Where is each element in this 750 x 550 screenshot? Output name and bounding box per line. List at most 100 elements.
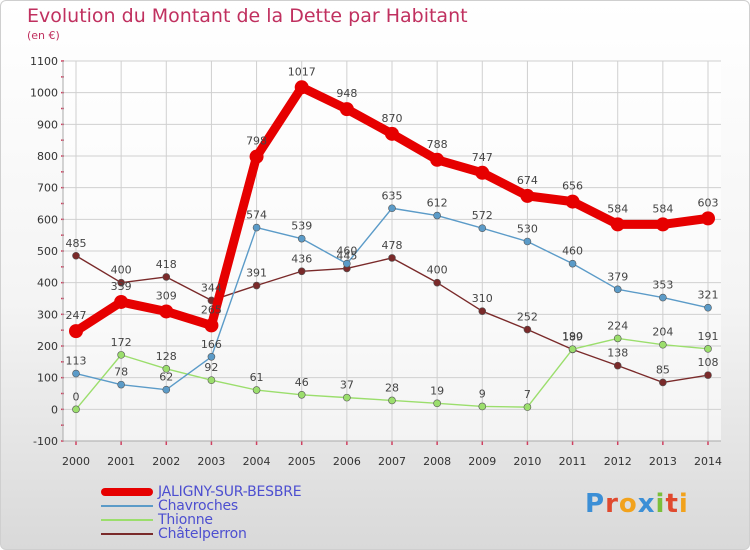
- x-tick-label: 2008: [423, 455, 451, 468]
- data-point: [207, 352, 216, 361]
- legend-label: Thionne: [158, 512, 213, 528]
- data-point: [162, 364, 171, 373]
- y-tick-label: 600: [37, 213, 58, 226]
- data-point: [565, 194, 580, 209]
- data-label: 445: [336, 249, 357, 262]
- x-tick-label: 2005: [288, 455, 316, 468]
- data-label: 19: [430, 384, 444, 397]
- data-label: 0: [73, 390, 80, 403]
- data-label: 603: [698, 196, 719, 209]
- x-tick-label: 2002: [152, 455, 180, 468]
- legend-item-chavroches: Chavroches: [101, 498, 301, 514]
- chart-title: Evolution du Montant de la Dette par Hab…: [27, 5, 468, 27]
- data-label: 436: [291, 252, 312, 265]
- data-label: 113: [66, 355, 87, 368]
- data-point: [433, 278, 441, 287]
- data-point: [72, 405, 80, 414]
- data-point: [433, 211, 441, 220]
- data-point: [117, 380, 125, 389]
- data-point: [249, 149, 264, 164]
- data-label: 9: [479, 387, 486, 400]
- data-point: [613, 334, 622, 343]
- x-tick-label: 2013: [649, 455, 677, 468]
- data-point: [655, 217, 670, 232]
- data-point: [388, 254, 396, 262]
- data-label: 265: [201, 303, 222, 316]
- data-label: 128: [156, 350, 177, 363]
- data-point: [704, 371, 712, 379]
- data-point: [388, 204, 396, 213]
- data-label: 344: [201, 281, 222, 294]
- data-label: 798: [246, 135, 267, 148]
- x-tick-label: 2000: [62, 455, 90, 468]
- data-label: 252: [517, 311, 538, 324]
- data-label: 478: [382, 239, 403, 252]
- data-label: 224: [607, 319, 628, 332]
- data-point: [252, 223, 261, 232]
- data-label: 190: [562, 330, 583, 343]
- x-tick-label: 2001: [107, 455, 135, 468]
- data-label: 321: [698, 289, 719, 302]
- data-point: [523, 403, 532, 411]
- data-point: [659, 293, 667, 302]
- x-tick-label: 2010: [513, 455, 541, 468]
- data-point: [701, 211, 715, 226]
- y-tick-label: 900: [37, 118, 58, 131]
- data-point: [568, 345, 577, 353]
- data-label: 418: [156, 258, 177, 271]
- y-tick-label: 800: [37, 150, 58, 163]
- data-label: 584: [652, 202, 673, 215]
- data-label: 870: [382, 112, 403, 125]
- proxiti-logo: Proxiti: [585, 489, 689, 519]
- data-label: 574: [246, 209, 267, 222]
- data-label: 391: [246, 267, 267, 280]
- data-label: 46: [295, 376, 309, 389]
- data-point: [478, 224, 487, 232]
- data-point: [339, 102, 354, 117]
- data-point: [520, 188, 535, 203]
- data-label: 747: [472, 151, 493, 164]
- chart-unit: (en €): [27, 29, 60, 42]
- data-label: 166: [201, 338, 222, 351]
- data-point: [162, 273, 171, 281]
- legend-label: Châtelperron: [158, 526, 247, 542]
- data-point: [659, 340, 667, 349]
- data-label: 309: [156, 289, 177, 302]
- data-point: [252, 281, 261, 290]
- legend-label: JALIGNY-SUR-BESBRE: [158, 484, 302, 500]
- data-label: 572: [472, 209, 493, 222]
- data-label: 138: [607, 347, 628, 360]
- data-label: 247: [66, 309, 87, 322]
- y-tick-label: 700: [37, 182, 58, 195]
- data-label: 948: [336, 87, 357, 100]
- data-point: [117, 278, 125, 287]
- data-label: 310: [472, 292, 493, 305]
- legend: JALIGNY-SUR-BESBRE Chavroches Thionne Ch…: [101, 484, 302, 542]
- data-point: [204, 318, 219, 333]
- data-label: 191: [698, 330, 719, 343]
- legend-swatch-chavroches: [101, 505, 153, 507]
- data-label: 85: [656, 363, 670, 376]
- data-point: [523, 325, 532, 334]
- data-label: 460: [336, 245, 357, 258]
- data-point: [117, 351, 125, 359]
- data-point: [343, 393, 351, 402]
- data-point: [523, 237, 532, 246]
- data-point: [252, 386, 261, 394]
- data-label: 635: [382, 189, 403, 202]
- data-label: 28: [385, 381, 399, 394]
- data-label: 78: [114, 366, 128, 379]
- data-point: [343, 259, 351, 268]
- legend-swatch-chatelperron: [101, 533, 153, 535]
- data-label: 204: [652, 326, 673, 339]
- x-tick-label: 2009: [468, 455, 496, 468]
- data-label: 674: [517, 174, 538, 187]
- data-point: [159, 304, 174, 319]
- legend-item-thionne: Thionne: [101, 512, 301, 528]
- data-label: 530: [517, 223, 538, 236]
- data-label: 92: [204, 361, 218, 374]
- data-label: 189: [562, 330, 583, 343]
- data-point: [297, 267, 306, 276]
- legend-item-jaligny: JALIGNY-SUR-BESBRE: [101, 484, 302, 500]
- y-tick-label: -100: [33, 435, 58, 448]
